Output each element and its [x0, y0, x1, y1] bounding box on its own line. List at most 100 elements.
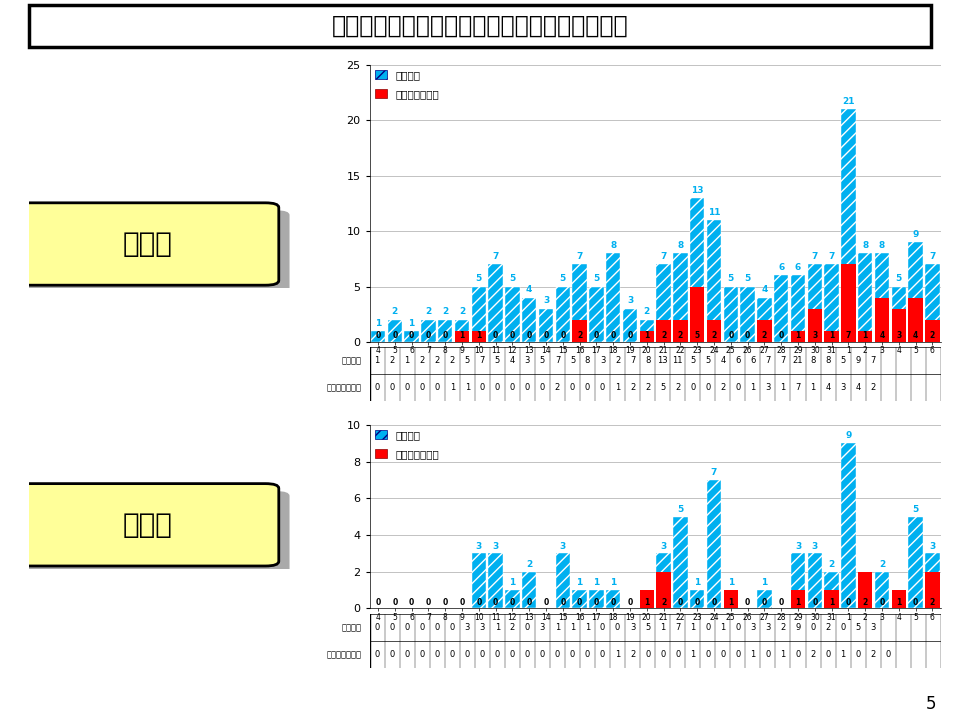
Text: 7: 7 [871, 356, 876, 365]
Text: 0: 0 [527, 330, 532, 340]
Text: 7: 7 [660, 252, 667, 261]
Text: 1: 1 [576, 578, 583, 588]
Text: 7: 7 [765, 356, 771, 365]
Bar [841, 264, 855, 342]
Bar [522, 297, 537, 342]
Text: 奈良県: 奈良県 [122, 230, 172, 258]
Bar [908, 242, 923, 342]
Text: 0: 0 [885, 650, 891, 660]
Text: 0: 0 [404, 624, 410, 632]
Text: 5: 5 [925, 695, 936, 713]
Text: 3: 3 [750, 624, 756, 632]
Text: 0: 0 [443, 330, 447, 340]
Text: 0: 0 [420, 650, 425, 660]
Text: 4: 4 [510, 356, 515, 365]
Text: 7: 7 [795, 383, 801, 392]
Text: 7: 7 [710, 468, 717, 477]
Text: 0: 0 [374, 383, 380, 392]
Text: 1: 1 [897, 598, 901, 606]
Text: 0: 0 [594, 598, 599, 606]
Text: 3: 3 [492, 541, 499, 551]
Text: 1: 1 [460, 330, 465, 340]
Bar [690, 590, 705, 608]
Text: 2: 2 [930, 330, 935, 340]
Text: 0: 0 [628, 598, 633, 606]
Text: 3: 3 [630, 624, 636, 632]
Text: 0: 0 [543, 598, 548, 606]
Text: 1: 1 [690, 624, 695, 632]
Text: 0: 0 [510, 383, 515, 392]
Text: 本　市: 本 市 [122, 510, 172, 539]
Bar [388, 320, 402, 342]
Text: 0: 0 [706, 383, 710, 392]
Text: 0: 0 [443, 598, 447, 606]
Bar [841, 109, 855, 342]
Text: 1: 1 [780, 383, 785, 392]
Text: 0: 0 [540, 383, 545, 392]
Text: 1: 1 [829, 598, 834, 606]
Bar [707, 320, 721, 342]
Text: 0: 0 [449, 650, 455, 660]
Text: 5: 5 [728, 274, 734, 283]
Text: 4: 4 [761, 285, 768, 294]
Bar [925, 264, 940, 342]
Text: 0: 0 [510, 330, 515, 340]
Text: 1: 1 [863, 330, 868, 340]
Text: 2: 2 [720, 383, 726, 392]
Text: 7: 7 [811, 252, 818, 261]
Text: 2: 2 [711, 330, 716, 340]
Text: 1: 1 [615, 383, 620, 392]
Bar [858, 572, 873, 608]
Bar [825, 572, 839, 608]
Text: 0: 0 [826, 650, 830, 660]
Text: 8: 8 [862, 241, 869, 250]
Legend: 感染者数, 感染経路不明数: 感染者数, 感染経路不明数 [374, 430, 440, 459]
Bar [505, 590, 519, 608]
Text: 5: 5 [465, 356, 470, 365]
Text: 2: 2 [615, 356, 620, 365]
Text: 3: 3 [795, 541, 802, 551]
Text: 0: 0 [762, 598, 767, 606]
Text: 3: 3 [840, 383, 846, 392]
Text: 3: 3 [765, 383, 771, 392]
Text: 3: 3 [542, 297, 549, 305]
Text: 0: 0 [435, 383, 440, 392]
Text: 1: 1 [840, 650, 846, 660]
Text: 0: 0 [645, 650, 650, 660]
Text: 1: 1 [729, 598, 733, 606]
Text: 1: 1 [404, 356, 410, 365]
Text: 0: 0 [543, 330, 548, 340]
Bar [707, 480, 721, 608]
Text: 1: 1 [660, 624, 665, 632]
Text: 0: 0 [527, 598, 532, 606]
Bar [606, 253, 620, 342]
Bar [673, 516, 687, 608]
Bar [825, 590, 839, 608]
Text: 2: 2 [678, 330, 683, 340]
Text: 0: 0 [745, 330, 750, 340]
Bar [673, 253, 687, 342]
Text: 0: 0 [706, 624, 710, 632]
Text: 1: 1 [690, 650, 695, 660]
Text: 0: 0 [695, 598, 700, 606]
Text: 5: 5 [540, 356, 545, 365]
Text: 2: 2 [810, 650, 816, 660]
Bar [825, 264, 839, 342]
Text: 13: 13 [691, 186, 704, 194]
Bar [892, 309, 906, 342]
Bar [556, 287, 570, 342]
Text: 5: 5 [896, 274, 902, 283]
Text: 6: 6 [735, 356, 740, 365]
Text: 2: 2 [826, 624, 830, 632]
Bar [589, 287, 604, 342]
Text: 1: 1 [509, 578, 516, 588]
Text: 0: 0 [374, 624, 380, 632]
Text: 0: 0 [594, 330, 599, 340]
Text: 0: 0 [435, 624, 440, 632]
Bar [690, 287, 705, 342]
Text: 0: 0 [393, 598, 397, 606]
Bar [657, 553, 671, 608]
Text: 0: 0 [570, 383, 575, 392]
Text: 0: 0 [735, 383, 740, 392]
Text: 0: 0 [540, 650, 545, 660]
